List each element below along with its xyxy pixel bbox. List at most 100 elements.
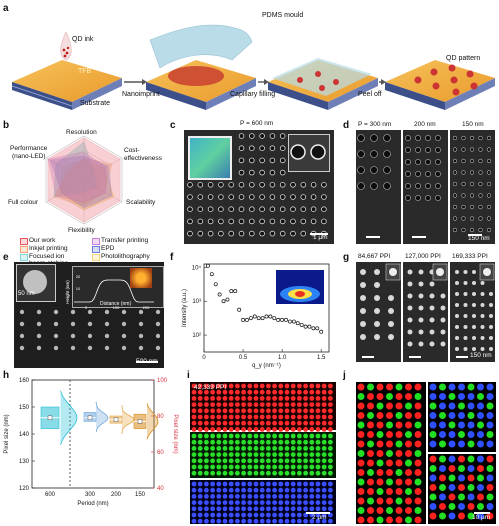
qd-pixel bbox=[272, 494, 277, 499]
rgb-pixel bbox=[395, 497, 403, 505]
rgb-pixel bbox=[458, 465, 465, 472]
qd-pixel bbox=[290, 518, 296, 524]
qd-pixel bbox=[284, 427, 290, 432]
rgb-pixel bbox=[477, 512, 484, 520]
qd-pixel bbox=[210, 433, 215, 439]
qd-pixel bbox=[278, 402, 284, 407]
qd-dot bbox=[407, 293, 413, 299]
rgb-pixel bbox=[458, 431, 465, 438]
qd-dot bbox=[472, 347, 476, 351]
qd-pixel bbox=[228, 506, 234, 512]
qd-pixel bbox=[284, 433, 290, 439]
qd-pixel bbox=[297, 433, 302, 439]
qd-dot bbox=[19, 321, 25, 327]
rgb-pixel bbox=[448, 484, 456, 491]
rgb-pixel bbox=[405, 393, 412, 400]
qd-pixel bbox=[241, 439, 246, 445]
qd-pixel bbox=[278, 439, 284, 445]
rgb-pixel bbox=[395, 469, 403, 476]
qd-pixel bbox=[191, 506, 197, 512]
qd-pixel bbox=[290, 494, 296, 499]
rgb-dot-arrays bbox=[191, 383, 333, 524]
qd-dot bbox=[455, 292, 459, 296]
qd-pixel bbox=[216, 414, 222, 420]
qd-pixel bbox=[247, 402, 253, 407]
qd-pixel bbox=[284, 518, 290, 524]
qd-pixel bbox=[253, 500, 259, 505]
rgb-pixel bbox=[486, 393, 494, 400]
qd-pixel bbox=[272, 408, 277, 414]
hole bbox=[370, 150, 378, 158]
rgb-pixel bbox=[477, 474, 484, 482]
qd-pixel bbox=[210, 487, 215, 493]
hole bbox=[279, 145, 286, 152]
qd-pixel bbox=[297, 487, 302, 493]
qd-pixel bbox=[228, 427, 234, 432]
data-point bbox=[260, 316, 265, 321]
qd-pixel bbox=[247, 408, 253, 414]
rgb-pixel bbox=[486, 493, 494, 501]
qd-pixel bbox=[241, 389, 246, 395]
qd-dot bbox=[388, 334, 394, 340]
hole bbox=[207, 194, 214, 200]
data-point bbox=[252, 314, 257, 319]
rgb-pixel bbox=[439, 412, 446, 419]
qd-pixel bbox=[328, 420, 333, 426]
qd-pixel bbox=[210, 458, 215, 464]
rgb-pixel bbox=[414, 516, 422, 524]
rgb-pixel bbox=[467, 431, 475, 438]
qd-pixel bbox=[315, 408, 321, 414]
hole bbox=[238, 194, 245, 200]
qd-pixel bbox=[235, 389, 240, 395]
rgb-pixel bbox=[439, 465, 446, 472]
qd-pixel bbox=[247, 481, 253, 487]
rgb-pixel bbox=[395, 450, 403, 457]
axis-scalability: Scalability bbox=[126, 199, 156, 206]
qd-pixel bbox=[284, 389, 290, 395]
qd-pixel bbox=[321, 494, 327, 499]
qd-dot bbox=[489, 347, 493, 351]
qd-pixel bbox=[309, 427, 315, 432]
qd-pixel bbox=[253, 470, 259, 476]
qd-pixel bbox=[297, 383, 302, 389]
qd-dot bbox=[418, 293, 424, 299]
hole bbox=[279, 218, 286, 225]
qd-pixel bbox=[228, 396, 234, 401]
qd-pixel bbox=[204, 470, 209, 476]
hole bbox=[469, 193, 475, 198]
hole bbox=[357, 166, 365, 174]
qd-pixel bbox=[210, 512, 215, 518]
qd-pixel bbox=[241, 452, 246, 457]
qd-dot bbox=[360, 282, 366, 288]
scale-label-j: 10 μm bbox=[472, 514, 491, 521]
data-point bbox=[237, 307, 242, 312]
qd-pixel bbox=[204, 446, 209, 451]
mean-marker bbox=[47, 415, 53, 421]
rgb-pixel bbox=[376, 516, 384, 524]
qd-pixel bbox=[216, 470, 222, 476]
qd-pixel bbox=[297, 446, 302, 451]
panel-label-c: c bbox=[170, 120, 176, 131]
qd-pixel bbox=[197, 414, 203, 420]
hole bbox=[238, 133, 245, 139]
data-point bbox=[209, 272, 214, 277]
legend-label: Transfer printing bbox=[101, 237, 149, 244]
scale-label-g: 150 nm bbox=[470, 352, 492, 359]
qd-pixel bbox=[303, 433, 308, 439]
hole bbox=[238, 230, 245, 237]
afm-inset bbox=[130, 268, 152, 288]
rgb-pixel bbox=[477, 412, 484, 419]
rgb-pixel bbox=[486, 421, 494, 429]
rgb-pixel bbox=[448, 412, 456, 419]
qd-pixel bbox=[259, 470, 265, 476]
legend-label: Focused ion bbox=[29, 253, 65, 260]
rgb-pixel bbox=[439, 421, 446, 429]
qd-pixel bbox=[321, 389, 327, 395]
qd-pixel bbox=[210, 518, 215, 524]
hole bbox=[461, 181, 466, 187]
qd-pixel bbox=[321, 439, 327, 445]
qd-pixel bbox=[216, 452, 222, 457]
qd-pixel bbox=[216, 464, 222, 470]
rgb-pixel bbox=[439, 402, 446, 410]
rgb-pixel bbox=[448, 393, 456, 400]
